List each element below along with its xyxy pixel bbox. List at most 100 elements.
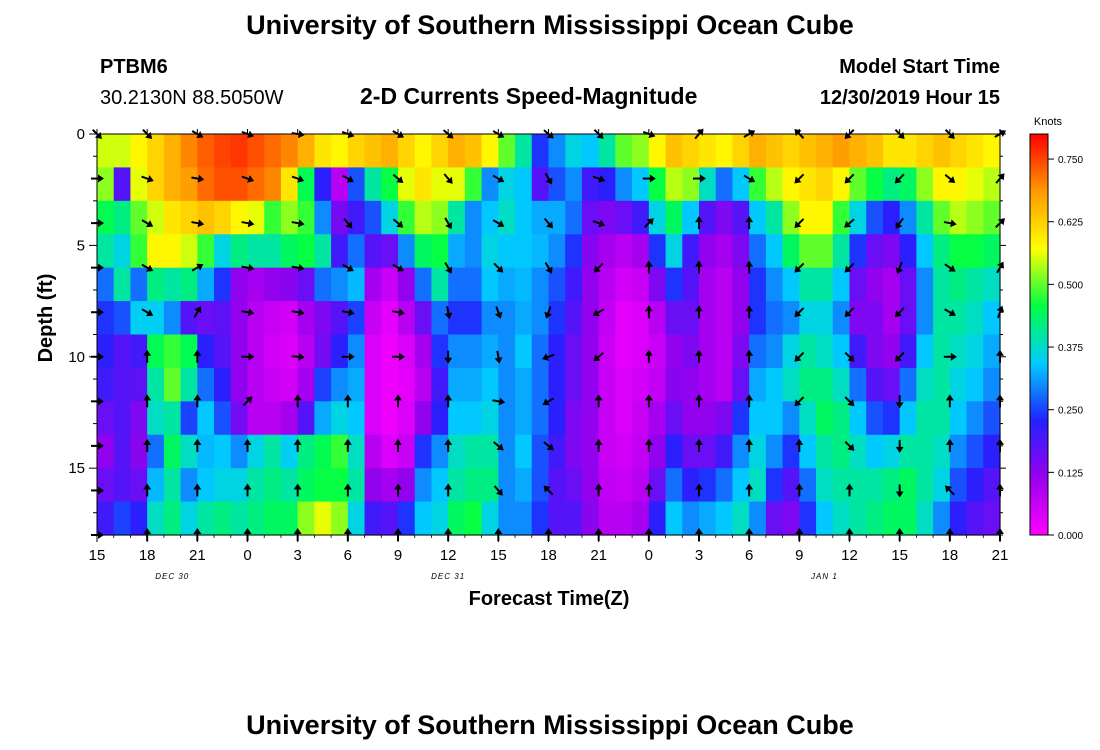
heatmap-cell (531, 234, 550, 269)
speed-chart: 15 18 21 0 3 6 9 12 15 18 21 0 3 6 9 12 15 18 21 0 5 10 15 DE… (35, 116, 1083, 610)
current-arrow (293, 438, 302, 452)
heatmap-cell (682, 267, 700, 302)
colorbar-tick-label: 0.750 (1058, 155, 1083, 166)
heatmap-cell (933, 167, 951, 202)
heatmap-cell (347, 200, 366, 235)
heatmap-cell (448, 434, 466, 469)
heatmap-cell (866, 401, 884, 436)
heatmap-cell (464, 267, 483, 302)
heatmap-cell (598, 134, 616, 169)
heatmap-cell (247, 334, 265, 369)
current-arrow (844, 262, 855, 273)
current-arrow (492, 219, 505, 228)
heatmap-cell (97, 267, 115, 302)
heatmap-cell (130, 468, 148, 503)
heatmap-cell (247, 200, 265, 235)
heatmap-cell (498, 234, 516, 269)
heatmap-cell (916, 367, 934, 402)
heatmap-cell (832, 267, 851, 302)
current-arrow (242, 396, 253, 407)
heatmap-cell (247, 434, 265, 469)
heatmap-cell (97, 401, 115, 436)
heatmap-cell (398, 434, 416, 469)
heatmap-cell (314, 434, 332, 469)
heatmap-cell (481, 334, 499, 369)
heatmap-cell (180, 200, 198, 235)
heatmap-cell (264, 167, 282, 202)
heatmap-cell (799, 434, 817, 469)
heatmap-cell (933, 301, 951, 336)
current-arrow (542, 397, 555, 406)
heatmap-cell (715, 134, 734, 169)
heatmap-cell (97, 468, 115, 503)
current-arrow (492, 397, 506, 406)
heatmap-cell (515, 301, 533, 336)
heatmap-cell (130, 434, 148, 469)
heatmap-cell (247, 367, 265, 402)
heatmap-cell (849, 367, 867, 402)
heatmap-cell (147, 468, 165, 503)
heatmap-cell (398, 234, 416, 269)
heatmap-cell (347, 468, 366, 503)
heatmap-cell (866, 167, 884, 202)
heatmap-cell (314, 301, 332, 336)
heatmap-cell (899, 501, 917, 536)
heatmap-cell (548, 200, 566, 235)
current-arrow (444, 261, 453, 274)
heatmap-cell (682, 401, 700, 436)
heatmap-cell (214, 501, 232, 536)
heatmap-cell (481, 134, 499, 169)
heatmap-cell (113, 367, 132, 402)
heatmap-cell (214, 134, 232, 169)
heatmap-cell (381, 134, 399, 169)
heatmap-cell (147, 234, 165, 269)
x-tick-label: 21 (590, 547, 607, 564)
heatmap-cell (648, 134, 667, 169)
heatmap-cell (632, 434, 650, 469)
heatmap-cell (648, 301, 667, 336)
heatmap-cell (949, 367, 968, 402)
heatmap-cell (799, 334, 817, 369)
current-arrow (391, 308, 405, 317)
current-arrow (442, 129, 454, 139)
heatmap-cell (949, 167, 968, 202)
heatmap-cell (832, 334, 851, 369)
heatmap-cell (214, 468, 232, 503)
current-arrow (493, 441, 504, 451)
heatmap-cell (247, 234, 265, 269)
x-tick-label: 18 (139, 547, 156, 564)
heatmap-cell (682, 468, 700, 503)
current-arrow (444, 438, 453, 452)
current-arrow (291, 352, 305, 361)
heatmap-cell (916, 301, 934, 336)
chart-subtitle: 2-D Currents Speed-Magnitude (360, 83, 698, 109)
heatmap-cell (280, 468, 299, 503)
current-arrow (594, 438, 603, 452)
heatmap-cell (498, 134, 516, 169)
current-arrow (944, 263, 956, 272)
heatmap-cell (548, 134, 566, 169)
heatmap-cell (548, 367, 566, 402)
heatmap-cell (130, 200, 148, 235)
heatmap-cell (531, 468, 550, 503)
heatmap-cell (632, 501, 650, 536)
heatmap-cell (699, 267, 717, 302)
heatmap-cell (214, 301, 232, 336)
heatmap-cell (648, 234, 667, 269)
heatmap-cell (197, 200, 215, 235)
heatmap-cell (331, 468, 349, 503)
heatmap-cell (882, 401, 901, 436)
heatmap-cell (966, 200, 984, 235)
heatmap-cell (882, 267, 901, 302)
heatmap-cell (481, 367, 499, 402)
heatmap-cell (615, 301, 633, 336)
heatmap-cell (882, 234, 901, 269)
heatmap-cell (765, 434, 784, 469)
x-tick-label: 18 (540, 547, 557, 564)
heatmap-cell (297, 200, 315, 235)
current-arrow (444, 217, 453, 230)
heatmap-cell (481, 301, 499, 336)
current-arrow (594, 394, 603, 408)
heatmap-cell (765, 234, 784, 269)
heatmap-cell (632, 234, 650, 269)
